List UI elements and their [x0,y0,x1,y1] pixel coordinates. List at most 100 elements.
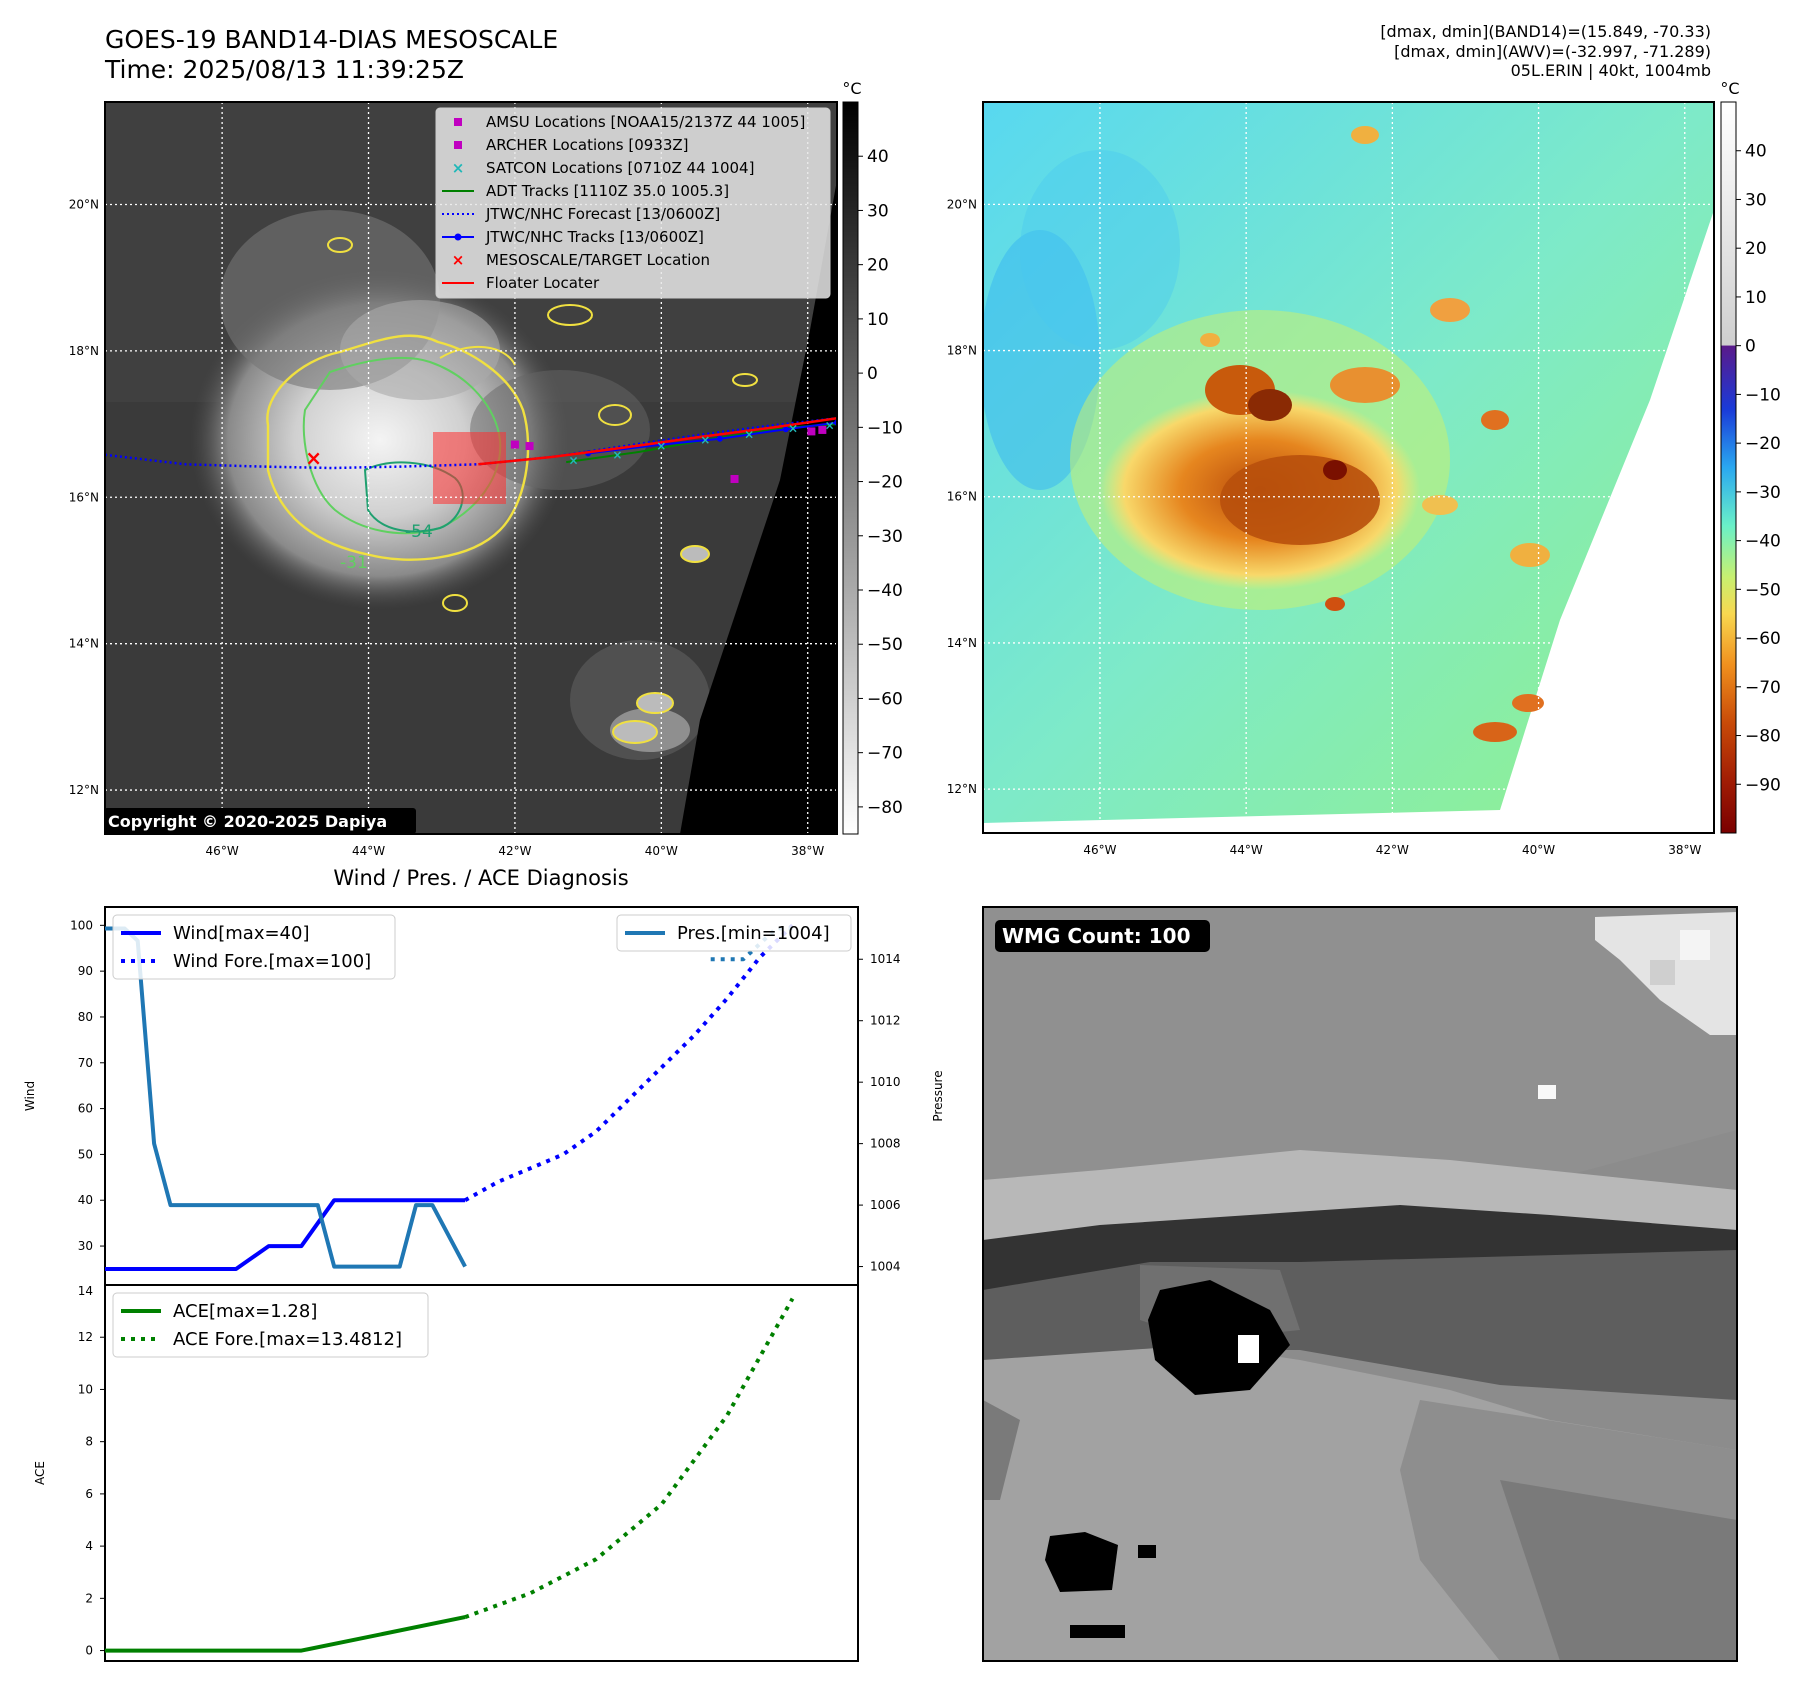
colorbar-tick-label: 0 [867,364,878,384]
ir-legend: AMSU Locations [NOAA15/2137Z 44 1005] ARC… [435,107,831,299]
lat-tick-label: 20°N [947,197,977,211]
pressure-ylabel: Pressure [931,1070,945,1121]
best-track-point [782,426,789,433]
target-location-marker: × [305,446,322,470]
ace-tick-label: 6 [85,1487,93,1501]
ir-tracks: × × × × × × × × [105,416,837,483]
ir-axis-labels: 46°W 44°W 42°W 40°W 38°W 20°N 18°N 16°N 14°N 12°N [69,197,825,858]
title-line-2: Time: 2025/08/13 11:39:25Z [105,55,464,84]
colorbar-tick-label: −70 [867,744,903,764]
chart-legend-box [616,914,852,952]
lat-tick-label: 12°N [947,782,977,796]
pressure-tick-label: 1004 [870,1260,901,1274]
amsu-point [510,440,519,449]
amsu-point [807,427,816,436]
colorbar-tick-label: −30 [867,527,903,547]
lat-tick-label: 16°N [947,490,977,504]
pressure-tick-label: 1008 [870,1137,901,1151]
wmg-image [983,907,1737,1661]
colorbar-tick-label: 0 [1745,337,1756,357]
legend-marker: × [452,159,465,177]
legend-label: AMSU Locations [NOAA15/2137Z 44 1005] [486,113,805,131]
lat-tick-label: 20°N [69,197,99,211]
chart-legend-label: ACE Fore.[max=13.4812] [173,1329,402,1350]
legend-marker [454,141,462,149]
lat-tick-label: 14°N [69,637,99,651]
wind-tick-label: 80 [78,1010,93,1024]
series-line [464,923,794,1202]
legend-marker [454,118,462,126]
colorbar-tick-label: −90 [1745,775,1781,795]
legend-label: SATCON Locations [0710Z 44 1004] [486,159,754,177]
amsu-point [730,474,739,483]
pressure-tick-label: 1012 [870,1014,901,1028]
colorbar-tick-label: −20 [867,473,903,493]
colorbar-tick-label: −10 [867,418,903,438]
ace-tick-label: 12 [78,1330,93,1344]
colorbar-tick-label: −50 [867,635,903,655]
colorbar-tick-label: 20 [1745,239,1767,259]
colorbar-tick-label: −40 [1745,532,1781,552]
ace-tick-label: 8 [85,1435,93,1449]
lat-tick-label: 18°N [947,344,977,358]
awv-panel: °C 403020100−10−20−30−40−50−60−70−80−90 … [947,79,1781,857]
lat-tick-label: 16°N [69,490,99,504]
colorbar-tick-label: −20 [1745,434,1781,454]
contour-label-54: -54 [405,522,433,542]
lon-tick-label: 38°W [1668,843,1701,857]
lat-tick-label: 12°N [69,783,99,797]
copyright-text: Copyright © 2020-2025 Dapiya [108,812,387,831]
legend-marker: × [452,251,465,269]
stats-block: [dmax, dmin](BAND14)=(15.849, -70.33) [d… [1380,22,1711,81]
diagnosis-panel: Wind / Pres. / ACE Diagnosis Wind Pressu… [23,866,945,1662]
colorbar-tick-label: −10 [1745,385,1781,405]
satcon-point: × [700,433,710,447]
lon-tick-label: 38°W [791,844,824,858]
lat-tick-label: 18°N [69,344,99,358]
chart-legend-box [112,1292,429,1358]
colorbar-tick-label: −30 [1745,483,1781,503]
amsu-point [818,425,827,434]
chart-legend-box [112,914,396,980]
wind-tick-label: 100 [70,918,93,932]
wind-tick-label: 60 [78,1102,93,1116]
wmg-count-label: WMG Count: 100 [1002,924,1191,948]
awv-image [983,102,1714,833]
wind-tick-label: 70 [78,1056,93,1070]
colorbar-tick-label: 40 [867,147,889,167]
colorbar-tick-label: −60 [867,689,903,709]
ace-tick-label: 10 [78,1382,93,1396]
series-line [105,1198,466,1271]
colorbar-tick-label: −80 [1745,727,1781,747]
satcon-point: × [825,419,835,433]
diagnosis-title: Wind / Pres. / ACE Diagnosis [333,866,628,890]
chart-legend-label: Wind[max=40] [173,923,310,944]
stats-awv: [dmax, dmin](AWV)=(-32.997, -71.289) [1394,41,1711,61]
lon-tick-label: 40°W [1522,843,1555,857]
colorbar-tick-label: 10 [867,310,889,330]
wind-tick-label: 90 [78,964,93,978]
awv-gridlines [983,102,1714,833]
ir-panel: × × × × × × × × -54 -31 Copyright © 2020-2025 D… [69,79,903,858]
wmg-panel: WMG Count: 100 [982,906,1738,1662]
floater-track [478,416,837,466]
copyright-box [104,808,416,834]
lon-tick-label: 44°W [1230,843,1263,857]
legend-label: ADT Tracks [1110Z 35.0 1005.3] [486,182,729,200]
colorbar-tick-label: 30 [1745,190,1767,210]
satcon-point: × [612,448,622,462]
title-line-1: GOES-19 BAND14-DIAS MESOSCALE [105,25,559,54]
wmg-count-box [995,920,1210,952]
stats-band14: [dmax, dmin](BAND14)=(15.849, -70.33) [1380,22,1711,41]
ace-tick-label: 2 [85,1591,93,1605]
wind-tick-label: 30 [78,1239,93,1253]
series-line [105,1615,466,1653]
forecast-track [105,416,837,470]
legend-label: MESOSCALE/TARGET Location [486,251,710,269]
best-track-point [716,435,723,442]
lon-tick-label: 42°W [1376,843,1409,857]
ace-ylabel: ACE [33,1461,47,1485]
wind-ylabel: Wind [23,1081,37,1111]
colorbar-tick-label: −70 [1745,678,1781,698]
